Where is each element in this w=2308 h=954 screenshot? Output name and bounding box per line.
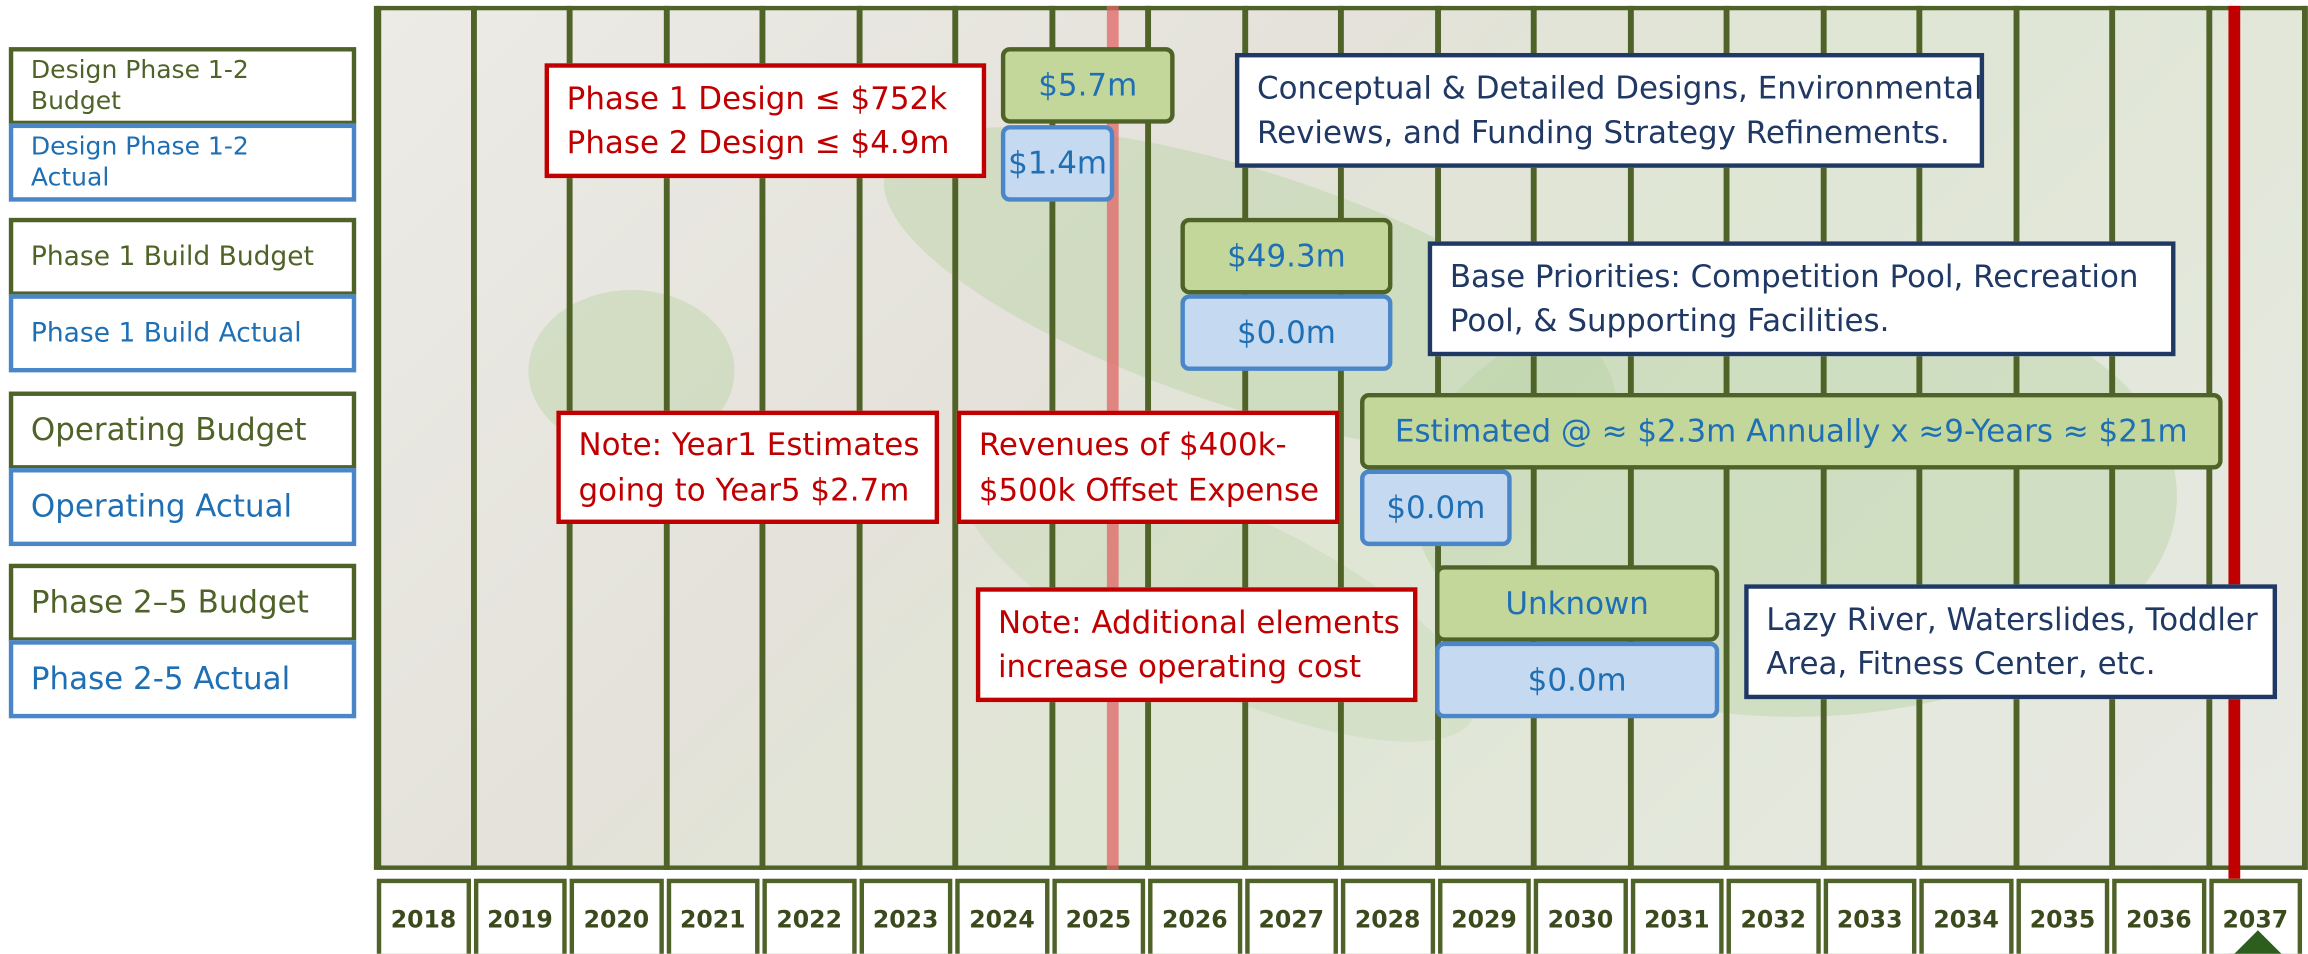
year-label: 2026: [1148, 879, 1241, 954]
info-box: $5.7m: [1001, 47, 1175, 124]
box-text: $0.0m: [1528, 658, 1627, 703]
page: {"legend": ["Design Phase 1-2 Budget", "…: [0, 0, 2308, 954]
box-text: $49.3m: [1227, 234, 1346, 279]
slide: Design Phase 1-2 BudgetDesign Phase 1-2 …: [0, 0, 2308, 954]
arrow-tip: [2231, 930, 2284, 954]
year-label: 2028: [1341, 879, 1434, 954]
box-text: Lazy River, Waterslides, Toddler: [1766, 597, 2272, 642]
year-label: 2020: [570, 879, 663, 954]
year-label: 2027: [1244, 879, 1337, 954]
info-box: $0.0m: [1180, 294, 1392, 371]
year-label: 2029: [1437, 879, 1530, 954]
year-label: 2035: [2016, 879, 2109, 954]
box-text: Area, Fitness Center, etc.: [1766, 642, 2272, 687]
year-label: 2018: [377, 879, 470, 954]
info-box: Base Priorities: Competition Pool, Recre…: [1428, 241, 2176, 356]
year-divider: [374, 6, 380, 870]
year-label: 2023: [859, 879, 952, 954]
year-label: 2024: [955, 879, 1048, 954]
box-text: Phase 2 Design ≤ $4.9m: [567, 121, 982, 166]
info-box: Unknown: [1435, 565, 1719, 642]
info-box: Revenues of $400k-$500k Offset Expense: [957, 411, 1340, 524]
box-text: going to Year5 $2.7m: [578, 467, 934, 512]
box-text: $0.0m: [1386, 485, 1485, 530]
year-label: 2032: [1727, 879, 1820, 954]
box-text: Reviews, and Funding Strategy Refinement…: [1257, 110, 1980, 155]
box-text: Estimated @ ≈ $2.3m Annually x ≈9-Years …: [1395, 409, 2188, 454]
year-label: 2036: [2112, 879, 2205, 954]
box-text: Base Priorities: Competition Pool, Recre…: [1450, 254, 2171, 299]
info-box: $1.4m: [1001, 125, 1114, 202]
box-text: Unknown: [1505, 581, 1648, 626]
info-box: $49.3m: [1180, 218, 1392, 295]
legend-item: Phase 2-5 Actual: [9, 640, 356, 718]
box-text: Note: Additional elements: [998, 600, 1413, 645]
box-text: $500k Offset Expense: [979, 467, 1335, 512]
legend-item: Operating Budget: [9, 392, 356, 470]
legend-item: Phase 2–5 Budget: [9, 564, 356, 642]
year-label: 2022: [762, 879, 855, 954]
legend-item: Design Phase 1-2 Actual: [9, 124, 356, 202]
year-label: 2034: [1919, 879, 2012, 954]
marker-line: [2228, 6, 2240, 954]
year-label: 2021: [666, 879, 759, 954]
info-box: Conceptual & Detailed Designs, Environme…: [1235, 53, 1984, 168]
info-box: Estimated @ ≈ $2.3m Annually x ≈9-Years …: [1360, 393, 2223, 470]
year-divider: [470, 6, 476, 870]
box-text: Phase 1 Design ≤ $752k: [567, 76, 982, 121]
year-label: 2030: [1534, 879, 1627, 954]
legend-item: Design Phase 1-2 Budget: [9, 47, 356, 125]
legend-item: Operating Actual: [9, 468, 356, 546]
year-label: 2025: [1052, 879, 1145, 954]
year-divider: [2302, 6, 2308, 870]
box-text: Pool, & Supporting Facilities.: [1450, 299, 2171, 344]
info-box: $0.0m: [1360, 470, 1512, 547]
year-label: 2031: [1630, 879, 1723, 954]
box-text: $1.4m: [1008, 141, 1107, 186]
year-label: 2019: [473, 879, 566, 954]
legend-item: Phase 1 Build Actual: [9, 294, 356, 372]
year-label: 2033: [1823, 879, 1916, 954]
legend-item: Phase 1 Build Budget: [9, 218, 356, 296]
box-text: Note: Year1 Estimates: [578, 423, 934, 468]
box-text: Revenues of $400k-: [979, 423, 1335, 468]
box-text: $0.0m: [1237, 310, 1336, 355]
box-text: increase operating cost: [998, 645, 1413, 690]
info-box: $0.0m: [1435, 642, 1719, 719]
box-text: $5.7m: [1038, 63, 1137, 108]
box-text: Conceptual & Detailed Designs, Environme…: [1257, 66, 1980, 111]
